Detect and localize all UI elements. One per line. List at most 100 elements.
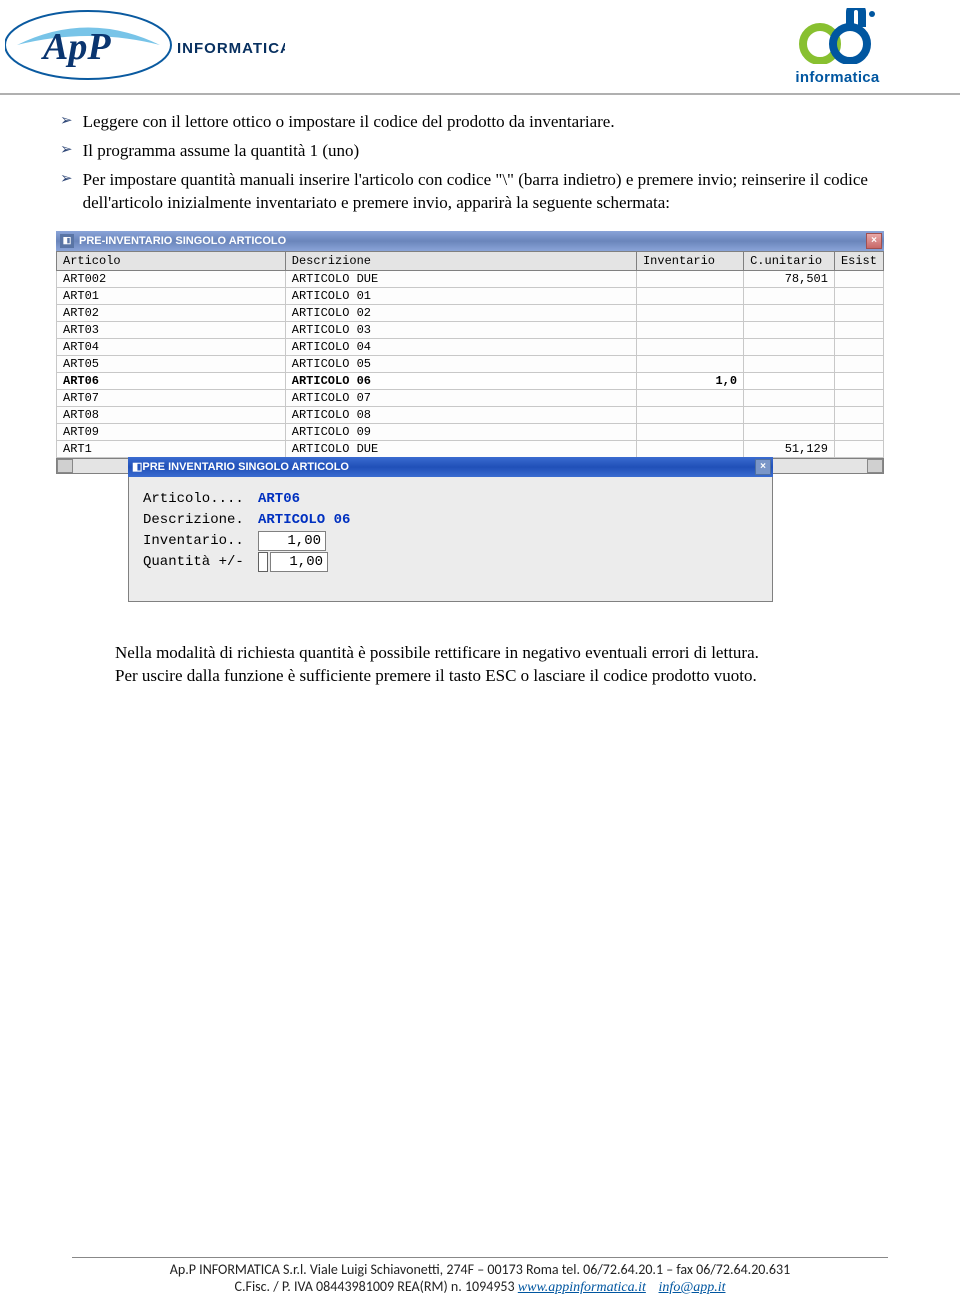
table-cell	[834, 372, 883, 389]
field-articolo: Articolo.... ART06	[143, 489, 758, 510]
quantita-label: Quantità +/-	[143, 552, 258, 573]
col-cunitario[interactable]: C.unitario	[744, 251, 835, 270]
table-row[interactable]: ART1ARTICOLO DUE51,129	[57, 440, 884, 457]
table-cell: ART09	[57, 423, 286, 440]
footer-link-web[interactable]: www.appinformatica.it	[518, 1280, 646, 1295]
table-cell: ARTICOLO DUE	[285, 270, 636, 287]
field-inventario: Inventario.. 1,00	[143, 531, 758, 552]
table-row[interactable]: ART07ARTICOLO 07	[57, 389, 884, 406]
window-icon: ◧	[60, 234, 74, 248]
table-row[interactable]: ART04ARTICOLO 04	[57, 338, 884, 355]
table-row[interactable]: ART08ARTICOLO 08	[57, 406, 884, 423]
table-cell: 78,501	[744, 270, 835, 287]
table-row[interactable]: ART05ARTICOLO 05	[57, 355, 884, 372]
table-cell	[636, 304, 743, 321]
table-cell: 1,0	[636, 372, 743, 389]
inventario-input[interactable]: 1,00	[258, 531, 326, 551]
table-cell	[834, 389, 883, 406]
table-cell: ART05	[57, 355, 286, 372]
scroll-right-icon[interactable]	[867, 459, 883, 473]
descrizione-value: ARTICOLO 06	[258, 510, 350, 531]
logo-right: informatica	[790, 8, 885, 88]
grid-header-row: Articolo Descrizione Inventario C.unitar…	[57, 251, 884, 270]
table-row[interactable]: ART06ARTICOLO 061,0	[57, 372, 884, 389]
post-line-1: Nella modalità di richiesta quantità è p…	[115, 642, 900, 665]
table-cell: ARTICOLO 01	[285, 287, 636, 304]
table-cell: ARTICOLO 07	[285, 389, 636, 406]
quantita-input[interactable]: 1,00	[270, 552, 328, 572]
table-cell: ART02	[57, 304, 286, 321]
table-cell	[834, 321, 883, 338]
col-articolo[interactable]: Articolo	[57, 251, 286, 270]
table-cell	[744, 287, 835, 304]
table-row[interactable]: ART01ARTICOLO 01	[57, 287, 884, 304]
bullet-2-text: Il programma assume la quantità 1 (uno)	[83, 140, 360, 163]
inventory-grid[interactable]: Articolo Descrizione Inventario C.unitar…	[56, 251, 884, 458]
bullet-1-text: Leggere con il lettore ottico o impostar…	[83, 111, 615, 134]
table-cell	[834, 304, 883, 321]
post-line-2: Per uscire dalla funzione è sufficiente …	[115, 665, 900, 688]
table-cell	[636, 287, 743, 304]
table-cell: ART1	[57, 440, 286, 457]
grid-window-title: PRE-INVENTARIO SINGOLO ARTICOLO	[79, 235, 286, 247]
footer-link-email[interactable]: info@app.it	[659, 1280, 726, 1295]
scroll-left-icon[interactable]	[57, 459, 73, 473]
table-cell: ART04	[57, 338, 286, 355]
table-cell	[636, 423, 743, 440]
table-cell: ART002	[57, 270, 286, 287]
content-bullets: ➢ Leggere con il lettore ottico o imposta…	[0, 95, 960, 215]
table-row[interactable]: ART02ARTICOLO 02	[57, 304, 884, 321]
table-cell: ART01	[57, 287, 286, 304]
footer-divider	[72, 1257, 888, 1258]
grid-window-titlebar[interactable]: ◧ PRE-INVENTARIO SINGOLO ARTICOLO ×	[56, 231, 884, 251]
table-cell: ARTICOLO 08	[285, 406, 636, 423]
table-cell	[834, 355, 883, 372]
footer-line-1: Ap.P INFORMATICA S.r.l. Viale Luigi Schi…	[0, 1261, 960, 1278]
svg-text:INFORMATICA: INFORMATICA	[177, 40, 285, 57]
inventario-label: Inventario..	[143, 531, 258, 552]
col-inventario[interactable]: Inventario	[636, 251, 743, 270]
col-esist[interactable]: Esist	[834, 251, 883, 270]
cursor-indicator	[258, 552, 268, 572]
table-cell: ARTICOLO 04	[285, 338, 636, 355]
table-cell	[636, 355, 743, 372]
post-screenshot-text: Nella modalità di richiesta quantità è p…	[115, 642, 900, 688]
table-cell: ART06	[57, 372, 286, 389]
page-footer: Ap.P INFORMATICA S.r.l. Viale Luigi Schi…	[0, 1251, 960, 1296]
table-row[interactable]: ART03ARTICOLO 03	[57, 321, 884, 338]
table-cell	[834, 406, 883, 423]
screenshot-grid-window: ◧ PRE-INVENTARIO SINGOLO ARTICOLO × Arti…	[56, 231, 884, 474]
table-cell	[636, 406, 743, 423]
table-cell	[744, 355, 835, 372]
field-quantita: Quantità +/- 1,00	[143, 552, 758, 573]
table-cell	[744, 389, 835, 406]
table-cell	[834, 338, 883, 355]
table-cell	[636, 270, 743, 287]
dialog-titlebar[interactable]: ◧ PRE INVENTARIO SINGOLO ARTICOLO ×	[128, 457, 773, 477]
table-cell: ART07	[57, 389, 286, 406]
descrizione-label: Descrizione.	[143, 510, 258, 531]
table-cell	[744, 423, 835, 440]
table-cell: ARTICOLO DUE	[285, 440, 636, 457]
table-cell: ART03	[57, 321, 286, 338]
dialog-title: PRE INVENTARIO SINGOLO ARTICOLO	[142, 461, 349, 473]
close-icon[interactable]: ×	[755, 459, 771, 475]
table-cell	[636, 440, 743, 457]
table-cell	[834, 440, 883, 457]
table-cell: ARTICOLO 02	[285, 304, 636, 321]
bullet-3: ➢Per impostare quantità manuali inserire…	[60, 169, 900, 215]
table-row[interactable]: ART002ARTICOLO DUE 78,501	[57, 270, 884, 287]
articolo-label: Articolo....	[143, 489, 258, 510]
footer-line-2: C.Fisc. / P. IVA 08443981009 REA(RM) n. …	[0, 1278, 960, 1296]
close-icon[interactable]: ×	[866, 233, 882, 249]
table-cell: ARTICOLO 06	[285, 372, 636, 389]
table-row[interactable]: ART09ARTICOLO 09	[57, 423, 884, 440]
col-descrizione[interactable]: Descrizione	[285, 251, 636, 270]
table-cell	[744, 304, 835, 321]
bullet-marker-icon: ➢	[60, 111, 73, 134]
svg-text:ApP: ApP	[41, 26, 111, 68]
bullet-marker-icon: ➢	[60, 169, 73, 215]
table-cell	[834, 287, 883, 304]
table-cell	[744, 406, 835, 423]
table-cell: ARTICOLO 03	[285, 321, 636, 338]
